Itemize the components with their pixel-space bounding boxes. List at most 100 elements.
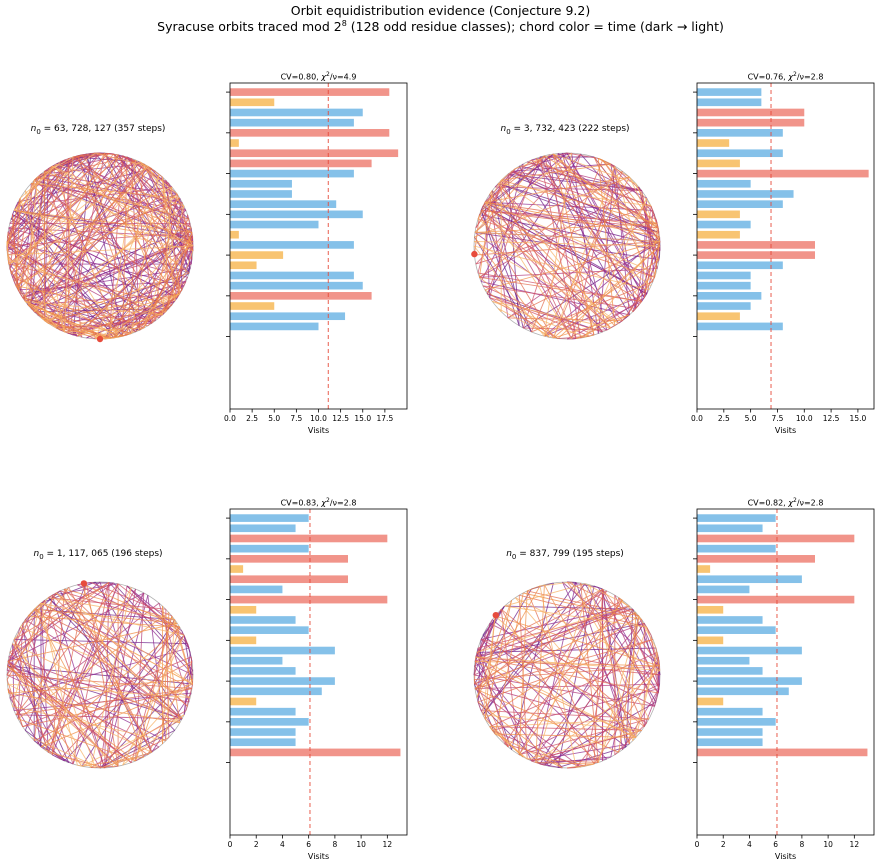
- orbit-chord: [85, 582, 119, 767]
- subtitle-exponent: 8: [341, 19, 347, 28]
- bar-2: [697, 534, 855, 543]
- orbit-chord: [497, 183, 612, 329]
- orbit-chord: [6, 674, 193, 690]
- orbit-chord: [44, 749, 96, 769]
- orbit-chord: [104, 152, 183, 291]
- bar-21: [697, 728, 763, 736]
- orbit-chord: [495, 186, 642, 192]
- orbit-chord: [13, 582, 110, 640]
- orbit-chord: [122, 714, 185, 766]
- orbit-chord: [527, 161, 642, 192]
- bar-8: [697, 595, 855, 604]
- orbit-chord: [40, 602, 185, 636]
- orbit-chord: [632, 301, 643, 313]
- orbit-chord: [482, 205, 642, 302]
- orbit-chord: [19, 605, 38, 628]
- orbit-chord: [476, 600, 513, 698]
- orbit-chord: [7, 683, 152, 753]
- orbit-chord: [535, 584, 545, 763]
- x-tick-label: 10: [356, 840, 366, 849]
- bar-6: [697, 149, 783, 158]
- orbit-chord: [11, 214, 19, 290]
- bar-12: [230, 210, 363, 219]
- bar-23: [697, 322, 783, 331]
- bar-18: [697, 271, 751, 280]
- orbit-chord: [44, 587, 132, 750]
- orbit-chord: [51, 754, 65, 762]
- x-tick-label: 6: [773, 840, 778, 849]
- bar-3: [230, 544, 309, 553]
- chord-title-sub: 0: [511, 552, 517, 561]
- bar-9: [230, 605, 257, 614]
- orbit-chord: [553, 153, 637, 184]
- orbit-chord: [15, 285, 163, 316]
- orbit-chord: [126, 304, 173, 336]
- orbit-chord: [477, 701, 541, 765]
- bar-title-nu: /ν=2.8: [796, 498, 824, 508]
- orbit-chord: [19, 198, 65, 333]
- orbit-chord: [34, 608, 178, 624]
- orbit-chord: [64, 327, 144, 333]
- bar-1: [230, 98, 275, 107]
- bar-10: [230, 190, 292, 198]
- orbit-chord: [474, 231, 660, 242]
- bar-7: [230, 159, 372, 168]
- orbit-chord: [6, 153, 110, 242]
- orbit-chord: [614, 166, 650, 290]
- bar-6: [230, 575, 348, 584]
- orbit-chord: [474, 612, 637, 690]
- bar-12: [230, 636, 257, 645]
- orbit-chord: [480, 210, 520, 326]
- orbit-chord: [489, 726, 528, 760]
- orbit-chord: [77, 218, 190, 337]
- orbit-chord: [47, 193, 178, 324]
- bar-19: [230, 281, 363, 290]
- bar-title-nu: /ν=4.9: [329, 72, 357, 82]
- x-tick-label: 6: [306, 840, 311, 849]
- bar-14: [697, 230, 740, 239]
- orbit-chord: [527, 585, 541, 592]
- orbit-chord: [6, 241, 123, 337]
- orbit-chord: [597, 627, 648, 763]
- orbit-chord: [24, 190, 49, 324]
- orbit-chord: [104, 152, 167, 312]
- orbit-chord: [544, 259, 660, 337]
- x-tick-label: 2: [721, 840, 726, 849]
- orbit-chord: [511, 163, 611, 172]
- orbit-chord: [553, 314, 630, 339]
- x-tick-label: 2: [254, 840, 259, 849]
- bar-5: [230, 139, 239, 147]
- orbit-chord: [474, 152, 572, 233]
- bar-title-4: CV=0.82, χ2/ν=2.8: [697, 497, 874, 508]
- orbit-chord: [171, 615, 194, 685]
- orbit-chord: [90, 587, 132, 768]
- orbit-chord: [37, 156, 74, 178]
- x-tick-label: 12.5: [823, 414, 840, 423]
- orbit-chord: [15, 583, 119, 716]
- orbit-chord: [130, 174, 160, 334]
- orbit-chord: [643, 227, 659, 298]
- orbit-chord: [484, 615, 640, 720]
- orbit-chord: [72, 582, 110, 765]
- orbit-chord: [473, 245, 650, 291]
- bar-22: [230, 738, 296, 747]
- orbit-chord: [33, 179, 178, 299]
- bar-7: [697, 585, 750, 594]
- orbit-chord: [552, 153, 595, 336]
- bar-20: [230, 718, 309, 726]
- orbit-chord: [24, 190, 119, 338]
- orbit-chord: [481, 209, 660, 233]
- orbit-chord: [486, 156, 541, 294]
- orbit-chord: [37, 605, 96, 769]
- orbit-chord: [7, 254, 57, 329]
- orbit-chord: [475, 605, 630, 658]
- orbit-chord: [475, 656, 660, 671]
- orbit-chord: [33, 154, 83, 181]
- orbit-chord: [33, 165, 149, 313]
- bar-11: [230, 200, 337, 208]
- orbit-chord: [165, 619, 176, 741]
- axes-frame: [696, 82, 875, 410]
- orbit-chord: [77, 293, 180, 337]
- bar-title-chi: χ: [788, 72, 793, 82]
- orbit-chord: [17, 289, 26, 302]
